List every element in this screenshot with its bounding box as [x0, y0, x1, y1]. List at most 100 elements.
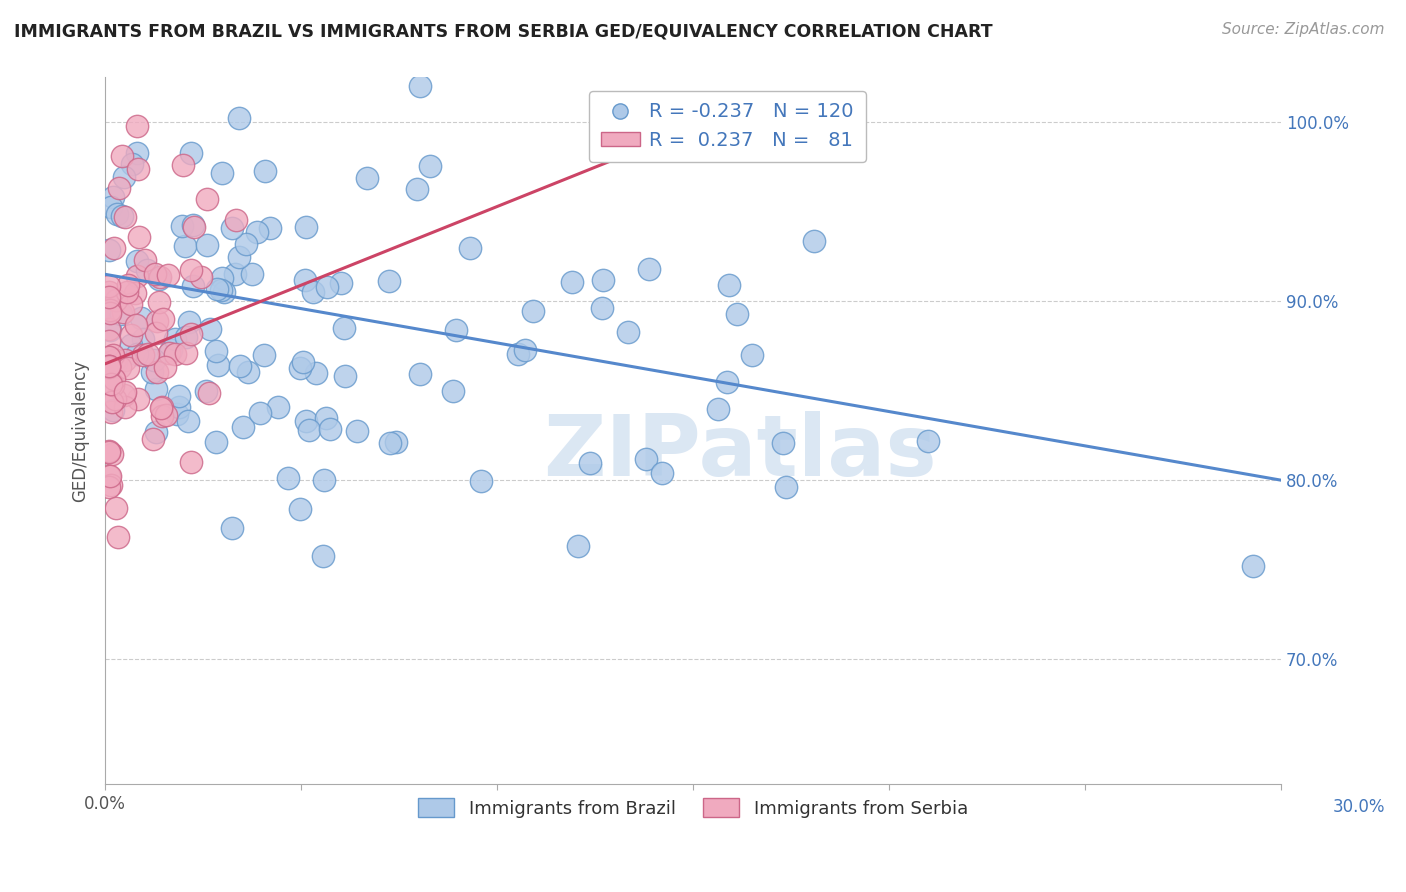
- Point: [291, 354, 314, 368]
- Point: [333, 320, 356, 334]
- Point: [101, 403, 124, 417]
- Point: [112, 170, 135, 185]
- Point: [319, 422, 342, 436]
- Point: [592, 273, 614, 287]
- Point: [103, 241, 125, 255]
- Point: [143, 267, 166, 281]
- Point: [125, 145, 148, 160]
- Point: [101, 395, 124, 409]
- Point: [110, 307, 132, 321]
- Point: [181, 279, 204, 293]
- Point: [155, 408, 177, 422]
- Point: [98, 303, 121, 318]
- Point: [104, 293, 127, 307]
- Point: [315, 411, 337, 425]
- Point: [302, 285, 325, 299]
- Point: [134, 253, 156, 268]
- Point: [117, 360, 139, 375]
- Point: [100, 478, 122, 492]
- Point: [150, 401, 173, 415]
- Point: [111, 210, 134, 224]
- Point: [249, 406, 271, 420]
- Point: [224, 267, 246, 281]
- Point: [114, 401, 136, 415]
- Point: [98, 359, 121, 373]
- Point: [121, 157, 143, 171]
- Point: [803, 234, 825, 248]
- Point: [98, 356, 121, 370]
- Point: [120, 327, 142, 342]
- Point: [107, 530, 129, 544]
- Point: [567, 540, 589, 554]
- Point: [288, 361, 311, 376]
- Point: [228, 111, 250, 125]
- Point: [114, 210, 136, 224]
- Point: [165, 332, 187, 346]
- Point: [513, 343, 536, 358]
- Point: [132, 332, 155, 346]
- Point: [174, 345, 197, 359]
- Point: [105, 500, 128, 515]
- Point: [211, 166, 233, 180]
- Point: [98, 285, 121, 300]
- Point: [470, 474, 492, 488]
- Point: [120, 296, 142, 310]
- Point: [101, 447, 124, 461]
- Point: [145, 382, 167, 396]
- Point: [207, 282, 229, 296]
- Point: [103, 372, 125, 386]
- Point: [579, 457, 602, 471]
- Point: [211, 271, 233, 285]
- Point: [180, 326, 202, 341]
- Point: [591, 301, 613, 316]
- Point: [98, 334, 121, 348]
- Point: [917, 434, 939, 449]
- Point: [98, 468, 121, 483]
- Point: [98, 444, 121, 458]
- Point: [136, 263, 159, 277]
- Point: [444, 323, 467, 337]
- Point: [172, 219, 194, 233]
- Point: [229, 359, 252, 373]
- Point: [146, 313, 169, 327]
- Point: [114, 353, 136, 368]
- Point: [419, 159, 441, 173]
- Point: [100, 200, 122, 214]
- Point: [378, 275, 401, 289]
- Point: [290, 502, 312, 516]
- Point: [157, 268, 180, 282]
- Point: [179, 315, 201, 329]
- Point: [177, 414, 200, 428]
- Point: [98, 445, 121, 459]
- Point: [98, 323, 121, 337]
- Point: [298, 424, 321, 438]
- Point: [110, 360, 132, 375]
- Point: [101, 351, 124, 365]
- Point: [180, 146, 202, 161]
- Point: [409, 79, 432, 94]
- Point: [333, 369, 356, 384]
- Point: [772, 435, 794, 450]
- Point: [167, 400, 190, 414]
- Point: [277, 470, 299, 484]
- Point: [98, 291, 121, 305]
- Point: [651, 466, 673, 480]
- Point: [101, 348, 124, 362]
- Point: [104, 392, 127, 406]
- Point: [98, 350, 121, 364]
- Point: [172, 158, 194, 172]
- Point: [198, 322, 221, 336]
- Point: [117, 278, 139, 293]
- Point: [149, 270, 172, 285]
- Point: [120, 338, 142, 352]
- Point: [207, 358, 229, 372]
- Point: [157, 345, 180, 359]
- Point: [346, 424, 368, 438]
- Point: [127, 162, 149, 177]
- Point: [312, 549, 335, 564]
- Point: [101, 378, 124, 392]
- Point: [212, 285, 235, 300]
- Point: [240, 268, 263, 282]
- Point: [148, 295, 170, 310]
- Point: [406, 182, 429, 196]
